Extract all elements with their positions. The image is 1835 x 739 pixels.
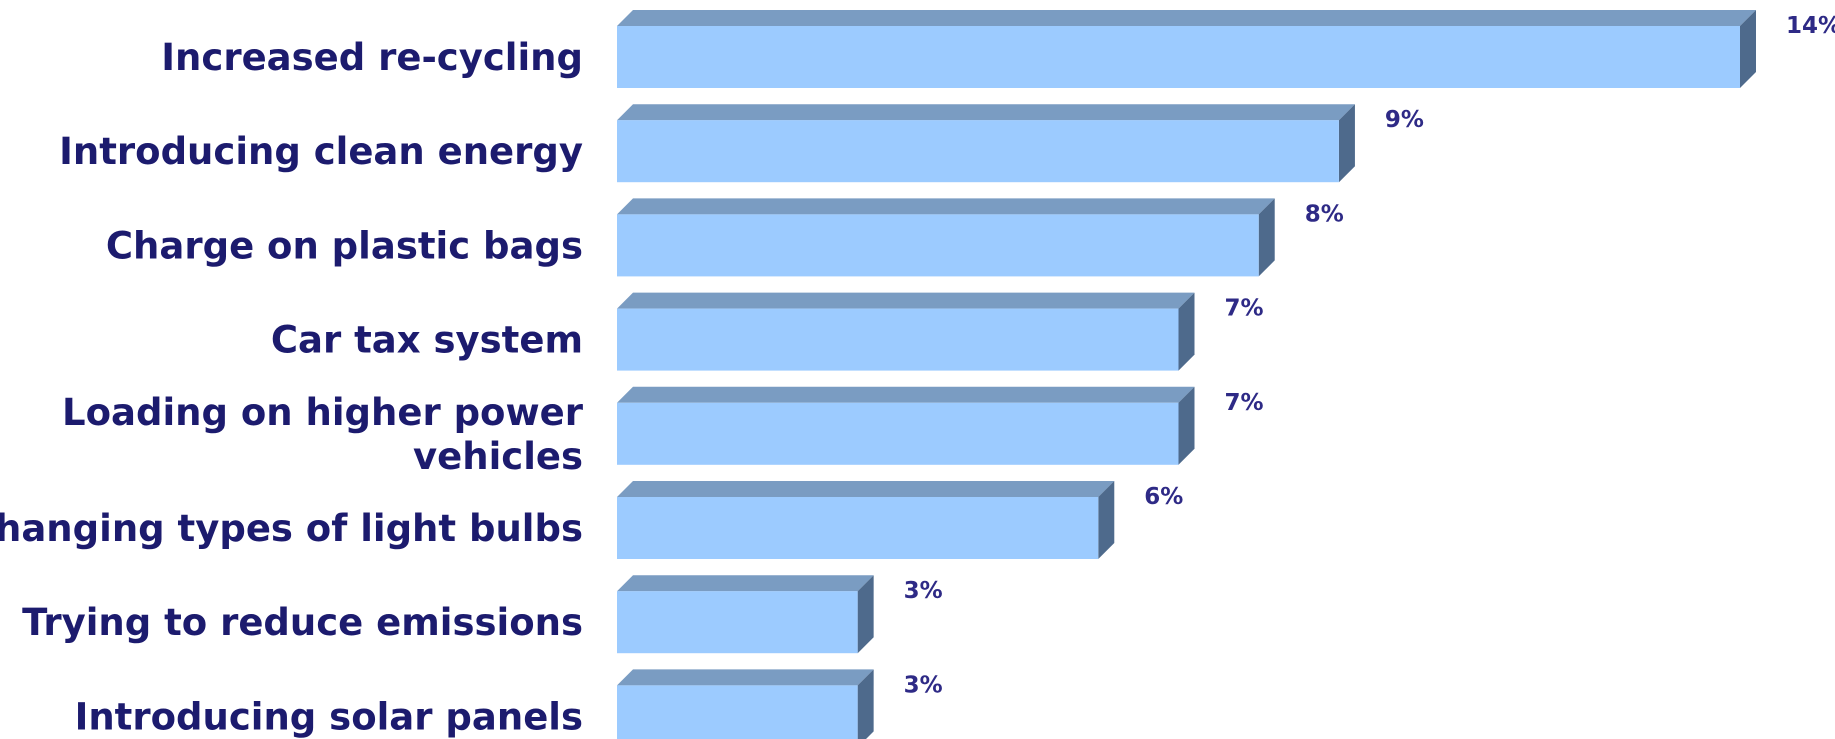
bar-side-face bbox=[1098, 481, 1115, 559]
bar-top-face bbox=[617, 104, 1355, 121]
bar-side-face bbox=[1178, 386, 1195, 465]
bar-group bbox=[617, 104, 1355, 183]
bar-side-face bbox=[857, 575, 874, 654]
bar bbox=[617, 214, 1259, 277]
category-label: Increased re-cycling bbox=[161, 36, 583, 79]
category-label: Car tax system bbox=[271, 319, 583, 362]
value-label: 8% bbox=[1305, 201, 1344, 227]
bar-top-face bbox=[617, 292, 1195, 309]
bar-top-face bbox=[617, 575, 874, 592]
bar-group bbox=[617, 10, 1756, 88]
bar-side-face bbox=[1740, 10, 1756, 88]
bar-top-face bbox=[617, 10, 1756, 26]
value-label: 9% bbox=[1385, 107, 1424, 133]
bar bbox=[617, 497, 1099, 559]
bar-side-face bbox=[857, 669, 874, 739]
bar-group bbox=[617, 575, 874, 654]
category-label: Charge on plastic bags bbox=[106, 224, 583, 267]
category-label-line: Car tax system bbox=[271, 319, 583, 362]
bar bbox=[617, 120, 1339, 183]
category-label-line: Introducing clean energy bbox=[59, 130, 583, 173]
category-label-line: vehicles bbox=[413, 435, 583, 478]
category-label: Loading on higher power vehicles bbox=[62, 391, 584, 478]
bar-group bbox=[617, 481, 1115, 559]
value-label: 6% bbox=[1144, 484, 1183, 510]
value-label: 7% bbox=[1225, 390, 1264, 416]
category-label: Introducing clean energy bbox=[59, 130, 583, 173]
bar-side-face bbox=[1338, 104, 1355, 183]
bar bbox=[617, 402, 1179, 465]
value-label: 7% bbox=[1225, 296, 1264, 322]
bar-top-face bbox=[617, 481, 1115, 497]
value-label: 3% bbox=[904, 672, 943, 698]
value-label: 14% bbox=[1786, 13, 1835, 39]
category-label-line: Trying to reduce emissions bbox=[22, 601, 583, 644]
bar bbox=[617, 591, 858, 654]
bar-top-face bbox=[617, 198, 1275, 215]
bar-group bbox=[617, 292, 1195, 371]
category-label-line: Loading on higher power bbox=[62, 391, 584, 434]
value-label: 3% bbox=[904, 578, 943, 604]
bar-group bbox=[617, 386, 1195, 465]
bar bbox=[617, 26, 1740, 88]
bar-side-face bbox=[1178, 292, 1195, 371]
bar bbox=[617, 308, 1179, 371]
bar-side-face bbox=[1258, 198, 1275, 277]
category-label-line: Increased re-cycling bbox=[161, 36, 583, 79]
bar-top-face bbox=[617, 386, 1195, 403]
bar bbox=[617, 685, 858, 739]
bar-group bbox=[617, 669, 874, 739]
category-label: Introducing solar panels bbox=[75, 695, 583, 738]
category-label-line: Charge on plastic bags bbox=[106, 224, 583, 267]
bar-top-face bbox=[617, 669, 874, 686]
bar-group bbox=[617, 198, 1275, 277]
category-label-line: Changing types of light bulbs bbox=[0, 507, 583, 550]
category-label-line: Introducing solar panels bbox=[75, 695, 583, 738]
category-label: Changing types of light bulbs bbox=[0, 507, 583, 550]
category-label: Trying to reduce emissions bbox=[22, 601, 583, 644]
